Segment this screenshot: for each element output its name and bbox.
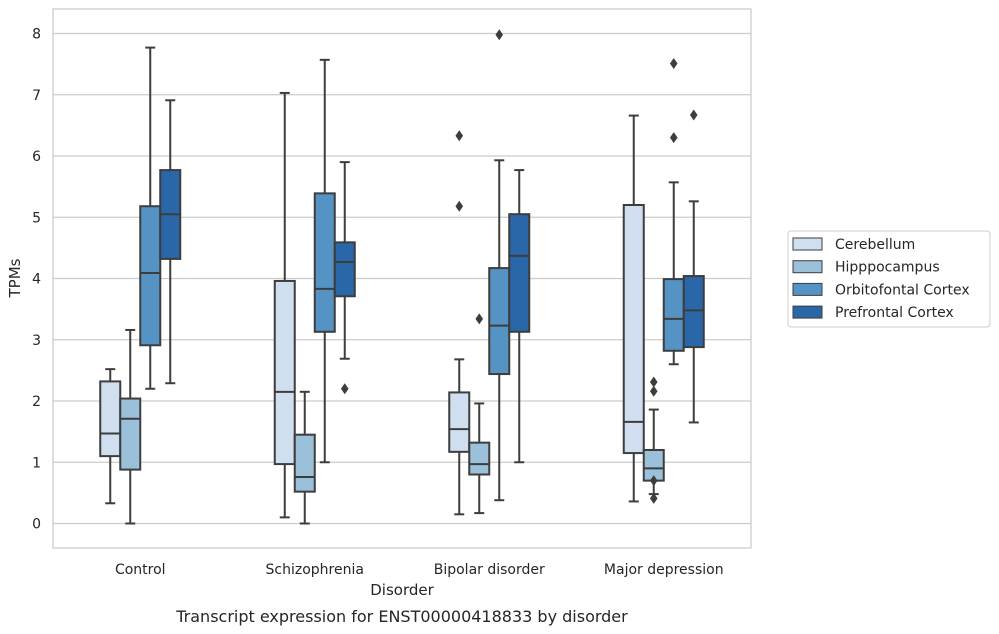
box-2-3 bbox=[508, 169, 531, 464]
iqr-box bbox=[488, 267, 511, 376]
legend-label: Prefrontal Cortex bbox=[835, 305, 954, 321]
y-tick-label: 7 bbox=[32, 88, 41, 104]
box-0-2 bbox=[139, 46, 162, 390]
y-axis-label: TPMs bbox=[6, 258, 24, 298]
outlier-point bbox=[495, 29, 504, 41]
iqr-box bbox=[682, 275, 705, 349]
chart-caption: Transcript expression for ENST0000041883… bbox=[175, 607, 628, 626]
x-tick-label: Control bbox=[115, 562, 166, 578]
outlier-point bbox=[455, 200, 464, 212]
y-tick-label: 1 bbox=[32, 455, 41, 471]
box-3-1 bbox=[642, 376, 665, 504]
iqr-box bbox=[662, 278, 685, 352]
y-tick-label: 4 bbox=[32, 272, 41, 288]
legend-swatch bbox=[792, 237, 823, 251]
legend-swatch bbox=[792, 305, 823, 319]
iqr-box bbox=[119, 397, 142, 471]
outlier-point bbox=[649, 475, 658, 487]
iqr-box bbox=[333, 241, 356, 298]
outlier-point bbox=[689, 109, 698, 121]
y-tick-label: 3 bbox=[32, 333, 41, 349]
outlier-point bbox=[475, 313, 484, 325]
box-2-1 bbox=[468, 313, 491, 515]
outlier-point bbox=[455, 130, 464, 142]
box-0-3 bbox=[159, 99, 182, 385]
y-tick-label: 0 bbox=[32, 517, 41, 533]
y-tick-labels: 0 1 2 3 4 5 6 7 8 bbox=[32, 27, 41, 533]
iqr-box bbox=[293, 433, 316, 493]
x-tick-label: Bipolar disorder bbox=[434, 562, 545, 578]
x-tick-label: Schizophrenia bbox=[266, 562, 364, 578]
iqr-box bbox=[313, 192, 336, 333]
legend-swatch bbox=[792, 282, 823, 296]
iqr-box bbox=[622, 204, 645, 455]
box-1-0 bbox=[273, 91, 296, 519]
outlier-point bbox=[649, 376, 658, 388]
iqr-box bbox=[468, 441, 491, 476]
legend: Cerebellum Hipppocampus Orbitofontal Corte… bbox=[787, 230, 991, 328]
iqr-box bbox=[139, 205, 162, 347]
legend-label: Orbitofontal Cortex bbox=[835, 282, 970, 298]
box-3-0 bbox=[622, 114, 645, 503]
box-0-0 bbox=[99, 368, 122, 505]
box-0-1 bbox=[119, 328, 142, 525]
box-3-3 bbox=[682, 109, 705, 424]
box-2-2 bbox=[488, 29, 511, 502]
y-tick-label: 8 bbox=[32, 27, 41, 43]
outlier-point bbox=[669, 58, 678, 70]
box-2-0 bbox=[448, 130, 471, 516]
iqr-box bbox=[99, 380, 122, 458]
outlier-point bbox=[340, 383, 349, 395]
box-1-1 bbox=[293, 390, 316, 525]
iqr-box bbox=[508, 213, 531, 333]
outlier-point bbox=[649, 385, 658, 397]
legend-frame bbox=[787, 230, 991, 328]
box-groups bbox=[99, 29, 705, 525]
y-tick-label: 5 bbox=[32, 210, 41, 226]
x-axis-label: Disorder bbox=[370, 581, 434, 599]
legend-label: Cerebellum bbox=[835, 237, 915, 253]
x-tick-label: Major depression bbox=[604, 562, 724, 578]
box-3-2 bbox=[662, 58, 685, 366]
box-1-2 bbox=[313, 58, 336, 464]
legend-label: Hipppocampus bbox=[835, 260, 940, 276]
box-1-3 bbox=[333, 161, 356, 395]
y-tick-label: 6 bbox=[32, 149, 41, 165]
plot-frame bbox=[52, 8, 752, 549]
iqr-box bbox=[448, 391, 471, 453]
iqr-box bbox=[273, 279, 296, 466]
legend-swatch bbox=[792, 260, 823, 274]
y-tick-label: 2 bbox=[32, 394, 41, 410]
x-tick-labels: Control Schizophrenia Bipolar disorder Majo… bbox=[115, 562, 724, 578]
outlier-point bbox=[649, 492, 658, 504]
outlier-point bbox=[669, 132, 678, 144]
